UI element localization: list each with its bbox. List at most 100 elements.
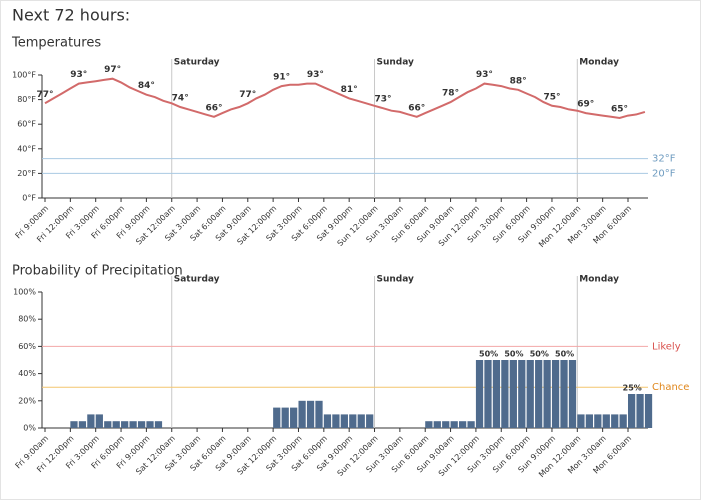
value-label: 93° (476, 70, 493, 80)
bar (129, 421, 137, 428)
bar (442, 421, 450, 428)
bar (450, 421, 458, 428)
bar (298, 400, 306, 428)
bar (95, 414, 103, 428)
y-tick-label: 60°F (17, 120, 36, 129)
value-label: 97° (104, 65, 121, 75)
value-label: 50% (504, 350, 523, 359)
day-label: Saturday (174, 275, 220, 285)
value-label: 84° (138, 81, 155, 91)
bar (484, 360, 492, 428)
value-label: 78° (442, 89, 459, 99)
y-tick-label: 20°F (17, 169, 36, 178)
bar (492, 360, 501, 428)
bar (425, 421, 433, 428)
page-title: Next 72 hours: (12, 6, 130, 25)
bar (315, 400, 323, 428)
bar (70, 421, 78, 428)
value-label: 75° (543, 92, 560, 102)
reference-label: Chance (652, 382, 689, 393)
bar (459, 421, 467, 428)
value-label: 93° (307, 70, 324, 80)
bar (551, 360, 560, 428)
value-label: 69° (577, 100, 594, 110)
bar (577, 414, 585, 428)
bar (104, 421, 112, 428)
value-label: 81° (341, 85, 358, 95)
bar (509, 360, 517, 428)
value-label: 74° (172, 93, 189, 103)
value-label: 91° (273, 73, 290, 83)
bar (112, 421, 120, 428)
value-label: 93° (70, 70, 87, 80)
day-label: Monday (579, 275, 619, 285)
bar (137, 421, 146, 428)
y-tick-label: 40°F (17, 144, 36, 153)
bar (560, 360, 568, 428)
y-tick-label: 0% (23, 424, 36, 433)
bar (594, 414, 602, 428)
bar (323, 414, 332, 428)
chart-title: Temperatures (11, 36, 101, 51)
y-tick-label: 40% (18, 369, 36, 378)
value-label: 25% (623, 384, 642, 393)
bar (644, 394, 653, 428)
bar (146, 421, 154, 428)
bar (154, 421, 163, 428)
value-label: 50% (555, 350, 574, 359)
bar (628, 394, 636, 428)
bar (87, 414, 95, 428)
y-tick-label: 100°F (12, 71, 36, 80)
bar (306, 400, 315, 428)
value-label: 77° (36, 90, 53, 100)
value-label: 88° (510, 76, 527, 86)
day-label: Sunday (377, 275, 415, 285)
bar (585, 414, 594, 428)
bar (340, 414, 348, 428)
reference-label: 20°F (652, 168, 676, 179)
y-tick-label: 80% (18, 315, 36, 324)
value-label: 73° (374, 95, 391, 105)
value-label: 77° (239, 90, 256, 100)
bar (611, 414, 619, 428)
bar (526, 360, 534, 428)
day-label: Sunday (377, 58, 415, 68)
value-label: 50% (530, 350, 549, 359)
y-tick-label: 100% (13, 288, 36, 297)
bar (619, 414, 627, 428)
bar (121, 421, 129, 428)
bar (467, 421, 475, 428)
value-label: 66° (205, 103, 222, 113)
bar (568, 360, 577, 428)
y-tick-label: 20% (18, 396, 36, 405)
bar (475, 360, 484, 428)
bar (281, 407, 289, 428)
bar (636, 394, 644, 428)
bar (501, 360, 509, 428)
bar (518, 360, 526, 428)
value-label: 66° (408, 103, 425, 113)
bar (290, 407, 298, 428)
bar (433, 421, 441, 428)
temperature-line (44, 77, 646, 120)
value-label: 50% (479, 350, 498, 359)
day-label: Saturday (174, 58, 220, 68)
bar (357, 414, 365, 428)
reference-label: 32°F (652, 154, 676, 165)
day-label: Monday (579, 58, 619, 68)
y-tick-label: 0°F (22, 194, 36, 203)
value-label: 65° (611, 105, 628, 115)
bar (78, 421, 87, 428)
bar (535, 360, 543, 428)
y-tick-label: 60% (18, 342, 36, 351)
chart-title: Probability of Precipitation (12, 264, 183, 279)
bar (602, 414, 610, 428)
y-tick-label: 80°F (17, 95, 36, 104)
bar (332, 414, 340, 428)
bar (366, 414, 374, 428)
reference-label: Likely (652, 341, 681, 352)
bar (543, 360, 551, 428)
bar (273, 407, 281, 428)
bar (349, 414, 357, 428)
